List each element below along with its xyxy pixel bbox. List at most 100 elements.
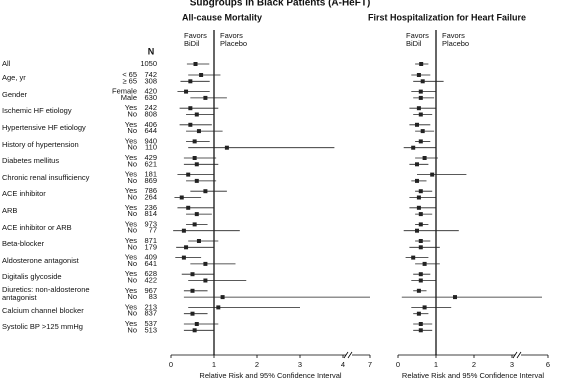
x-tick-label: 2 (472, 360, 476, 369)
estimate-box (420, 129, 425, 134)
group-label: Diabetes mellitus (2, 156, 60, 166)
estimate-box (224, 145, 229, 150)
level-label: Female (112, 87, 137, 96)
level-label: No (127, 192, 137, 201)
favors-right-box: Favors Placebo (442, 32, 470, 48)
n-value: 242 (144, 103, 157, 112)
panel-title: First Hospitalization for Heart Failure (368, 12, 526, 22)
group-label-box: Aldosterone antagonist (2, 255, 79, 265)
estimate-box (203, 261, 208, 266)
estimate-box (422, 261, 427, 266)
level-label: Yes (125, 136, 137, 145)
estimate-box (416, 311, 421, 316)
estimate-box (416, 106, 421, 111)
estimate-box (194, 178, 199, 183)
level-label: Yes (125, 219, 137, 228)
level-label: No (127, 109, 137, 118)
group-label-box: ACE inhibitor or ARB (2, 223, 72, 231)
group-label: Hypertensive HF etiology (2, 122, 86, 132)
group-label: Digitalis glycoside (2, 272, 62, 282)
estimate-box (196, 239, 201, 243)
estimate-box (418, 239, 423, 243)
group-label-box: Age, yr (2, 73, 26, 83)
level-label: No (127, 209, 137, 218)
level-label: Yes (125, 236, 137, 245)
n-value: 513 (144, 325, 157, 334)
x-tick-label: 3 (510, 360, 514, 369)
panel-title: All-cause Mortality (182, 12, 262, 22)
estimate-box (416, 205, 421, 210)
favors-left: Favors BiDil (406, 32, 429, 48)
n-value: 1050 (140, 59, 157, 68)
group-label-box: Ischemic HF etiology (2, 107, 72, 115)
estimate-box (190, 272, 195, 277)
n-value: 236 (144, 203, 157, 212)
x-axis-label: Relative Risk and 95% Confidence Interva… (402, 371, 544, 380)
group-label: ARB (2, 205, 18, 215)
n-value: 742 (144, 70, 157, 79)
favors-right-box: Favors Placebo (220, 32, 247, 48)
estimate-box (179, 195, 184, 200)
group-label: Aldosterone antagonist (2, 255, 79, 265)
n-header: N (148, 46, 155, 56)
n-value: 630 (144, 93, 157, 102)
estimate-box (192, 328, 197, 333)
estimate-box (188, 79, 193, 84)
group-label-box: Systolic BP >125 mmHg (2, 323, 83, 331)
estimate-box (418, 112, 423, 117)
estimate-box (418, 328, 423, 333)
level-label: Yes (125, 269, 137, 278)
x-tick-label: 7 (368, 360, 372, 369)
n-value: 420 (144, 87, 157, 96)
level-label: Yes (125, 286, 137, 295)
level-label: Male (121, 93, 137, 102)
estimate-box (418, 272, 423, 277)
estimate-box (453, 295, 457, 300)
group-label: Age, yr (2, 73, 26, 83)
group-label: Beta-blocker (2, 239, 45, 249)
n-value: 406 (144, 120, 157, 129)
n-value: 181 (144, 170, 157, 179)
group-label-box: Diuretics: non-aldosterone antagonist (2, 286, 90, 302)
estimate-box (184, 89, 189, 94)
axis-break (512, 351, 518, 359)
level-label: ≥ 65 (122, 76, 137, 85)
n-value: 786 (144, 186, 157, 195)
estimate-box (416, 288, 421, 293)
level-label: Yes (125, 170, 137, 179)
x-tick-label: 6 (546, 360, 550, 369)
level-label: No (127, 176, 137, 185)
estimate-box (184, 245, 189, 250)
n-value: 641 (144, 259, 157, 268)
axis-break (343, 351, 349, 359)
n-value: 179 (144, 242, 157, 251)
estimate-box (419, 62, 424, 66)
estimate-box (192, 222, 197, 227)
group-label-box: All (2, 60, 10, 68)
estimate-box (420, 79, 425, 84)
estimate-box (190, 311, 195, 316)
level-label: No (127, 242, 137, 251)
estimate-box (411, 145, 416, 150)
level-label: No (127, 325, 137, 334)
level-label: No (127, 159, 137, 168)
n-value: 814 (144, 209, 157, 218)
estimate-box (430, 172, 435, 177)
estimate-box (193, 62, 198, 66)
n-value: 83 (149, 292, 157, 301)
axis-break (516, 351, 522, 359)
estimate-box (418, 189, 423, 194)
favors-right: Favors Placebo (442, 32, 470, 48)
level-label: Yes (125, 120, 137, 129)
n-value: 837 (144, 309, 157, 318)
estimate-box (418, 89, 423, 94)
estimate-box (203, 189, 208, 194)
estimate-box (192, 156, 197, 160)
n-value: 869 (144, 176, 157, 185)
estimate-box (188, 106, 193, 111)
group-label: Gender (2, 89, 28, 99)
estimate-box (203, 95, 208, 100)
favors-left: Favors BiDil (184, 32, 207, 48)
group-label-box: ARB (2, 205, 18, 215)
level-label: Yes (125, 253, 137, 262)
